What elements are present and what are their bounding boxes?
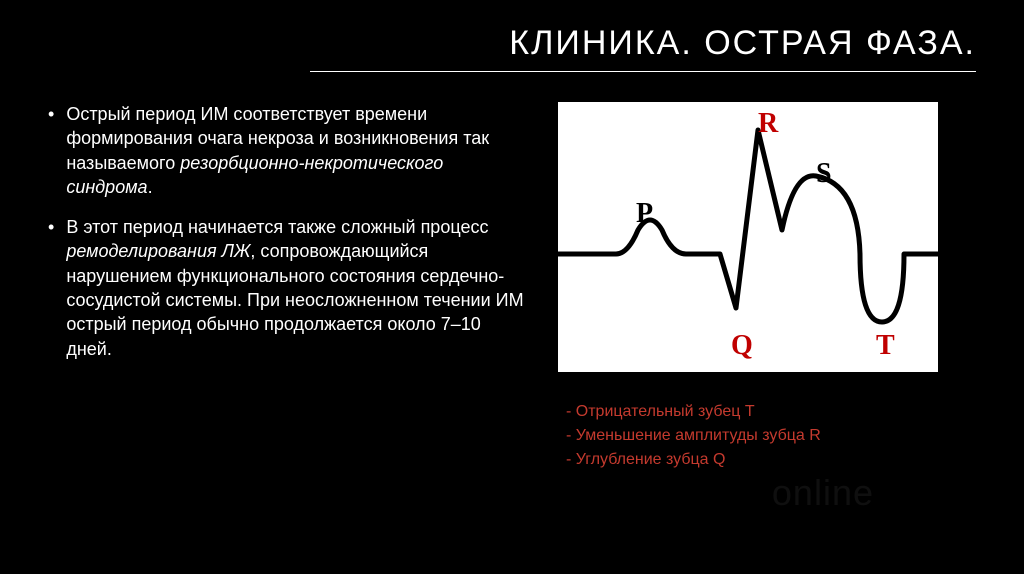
bullet-dot-icon: •	[48, 102, 54, 199]
note-item: - Углубление зубца Q	[566, 448, 938, 472]
watermark-text: online	[772, 472, 874, 514]
content-area: • Острый период ИМ соответствует времени…	[0, 72, 1024, 472]
bullet-pre: В этот период начинается также сложный п…	[66, 217, 488, 237]
ecg-label-t: T	[876, 330, 895, 362]
ecg-diagram: P Q R S T	[558, 102, 938, 372]
note-item: - Уменьшение амплитуды зубца R	[566, 424, 938, 448]
ecg-waveform	[558, 130, 938, 322]
bullet-italic: ремоделирования ЛЖ	[66, 241, 250, 261]
ecg-label-r: R	[758, 108, 778, 140]
ecg-label-p: P	[636, 198, 653, 230]
figure-column: P Q R S T - Отрицательный зубец Т - Умен…	[558, 102, 938, 472]
notes-list: - Отрицательный зубец Т - Уменьшение амп…	[558, 400, 938, 472]
note-item: - Отрицательный зубец Т	[566, 400, 938, 424]
ecg-label-s: S	[816, 158, 832, 190]
text-column: • Острый период ИМ соответствует времени…	[48, 102, 528, 472]
bullet-dot-icon: •	[48, 215, 54, 361]
slide-title: КЛИНИКА. ОСТРАЯ ФАЗА.	[0, 0, 1024, 71]
bullet-item: • В этот период начинается также сложный…	[48, 215, 528, 361]
bullet-text: Острый период ИМ соответствует времени ф…	[66, 102, 528, 199]
bullet-text: В этот период начинается также сложный п…	[66, 215, 528, 361]
bullet-post: .	[148, 177, 153, 197]
ecg-label-q: Q	[731, 330, 753, 362]
bullet-item: • Острый период ИМ соответствует времени…	[48, 102, 528, 199]
